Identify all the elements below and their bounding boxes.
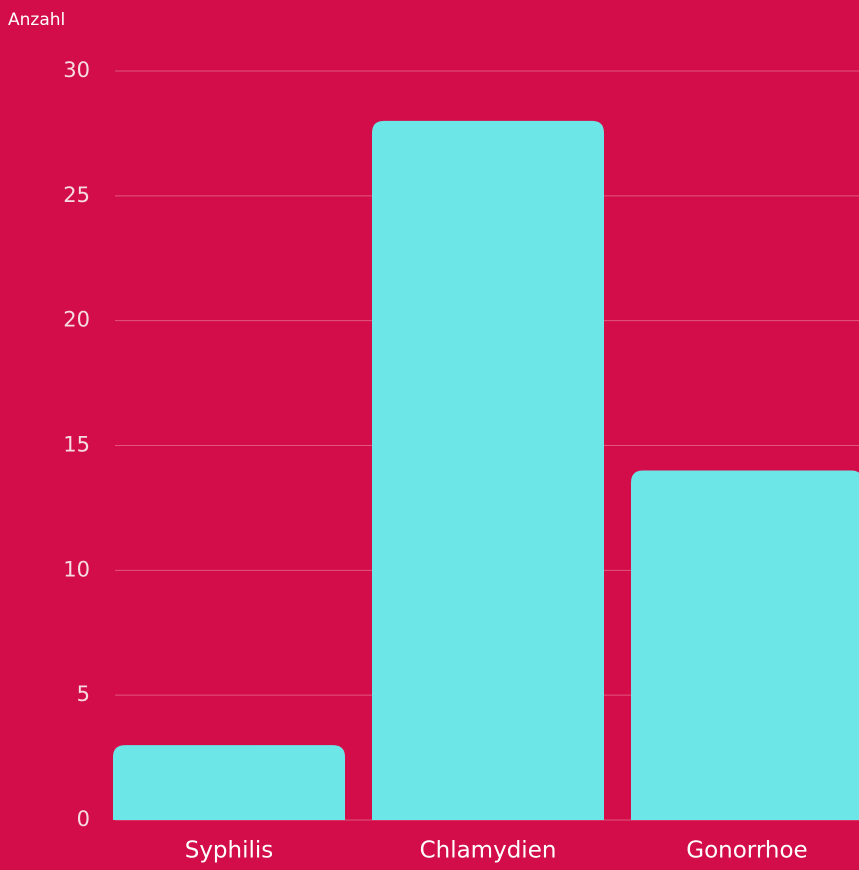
y-tick-label: 5 [77,682,90,706]
y-tick-label: 25 [63,183,90,207]
x-tick-label: Gonorrhoe [686,838,807,864]
bar [631,470,859,820]
y-axis-label: Anzahl [8,10,65,30]
y-tick-label: 0 [77,807,90,831]
x-tick-label: Chlamydien [420,838,557,864]
y-tick-label: 20 [63,308,90,332]
x-tick-label: Syphilis [185,838,274,864]
bar [113,745,345,820]
y-tick-label: 15 [63,433,90,457]
y-tick-label: 30 [63,58,90,82]
y-tick-label: 10 [63,557,90,581]
bar [372,120,604,820]
